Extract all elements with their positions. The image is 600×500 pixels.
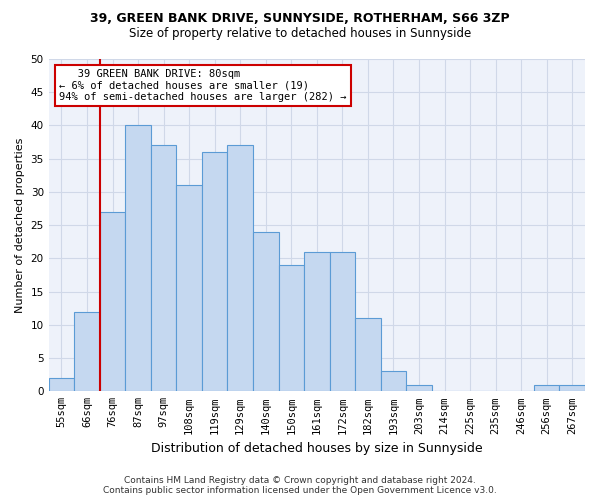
Bar [559,384,585,392]
Bar [49,378,74,392]
Bar [202,152,227,392]
Bar [278,265,304,392]
Bar [151,146,176,392]
Bar [176,186,202,392]
Bar [406,384,432,392]
Bar [253,232,278,392]
Text: Size of property relative to detached houses in Sunnyside: Size of property relative to detached ho… [129,28,471,40]
Bar [329,252,355,392]
Text: Contains HM Land Registry data © Crown copyright and database right 2024.
Contai: Contains HM Land Registry data © Crown c… [103,476,497,495]
Bar [534,384,559,392]
Text: 39, GREEN BANK DRIVE, SUNNYSIDE, ROTHERHAM, S66 3ZP: 39, GREEN BANK DRIVE, SUNNYSIDE, ROTHERH… [90,12,510,26]
X-axis label: Distribution of detached houses by size in Sunnyside: Distribution of detached houses by size … [151,442,482,455]
Bar [74,312,100,392]
Y-axis label: Number of detached properties: Number of detached properties [15,138,25,313]
Bar [304,252,329,392]
Bar [355,318,380,392]
Text: 39 GREEN BANK DRIVE: 80sqm
← 6% of detached houses are smaller (19)
94% of semi-: 39 GREEN BANK DRIVE: 80sqm ← 6% of detac… [59,69,347,102]
Bar [100,212,125,392]
Bar [227,146,253,392]
Bar [380,372,406,392]
Bar [125,126,151,392]
